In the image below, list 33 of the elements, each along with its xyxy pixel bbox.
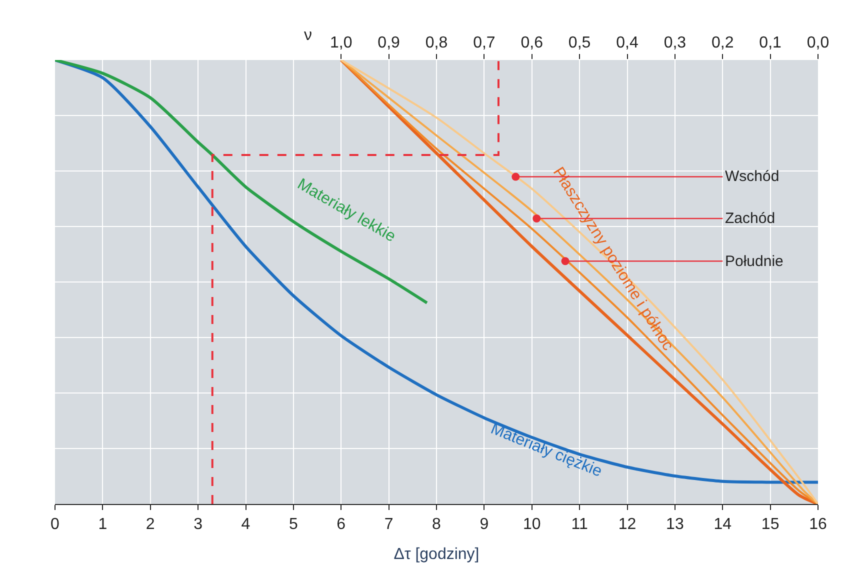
x2-tick-label: 0,6 — [520, 34, 544, 52]
x2-tick-label: 0,9 — [378, 34, 400, 52]
x-axis-title: Δτ [godziny] — [394, 546, 480, 563]
x2-tick-label: 0,7 — [473, 34, 496, 52]
x2-tick-label: 0,2 — [712, 34, 734, 52]
x2-tick-label: 1,0 — [330, 34, 352, 52]
x-tick-label: 16 — [809, 516, 827, 534]
x-tick-label: 6 — [336, 516, 346, 534]
x2-axis-title: ν — [304, 27, 312, 44]
x-tick-label: 10 — [522, 516, 541, 534]
x-tick-label: 4 — [241, 516, 250, 534]
x2-tick-label: 0,1 — [759, 34, 782, 52]
x2-tick-label: 0,4 — [616, 34, 638, 52]
x-tick-label: 14 — [714, 516, 732, 534]
x-tick-label: 11 — [571, 516, 588, 534]
x-tick-label: 15 — [761, 516, 780, 534]
x2-tick-label: 0,3 — [664, 34, 686, 52]
annotation: Wschód — [725, 168, 780, 185]
x-tick-label: 2 — [146, 516, 155, 534]
x-tick-label: 1 — [98, 516, 108, 534]
x-tick-label: 5 — [288, 516, 298, 534]
x-tick-label: 12 — [618, 516, 636, 534]
x-tick-label: 3 — [194, 516, 203, 534]
x-tick-label: 7 — [384, 516, 394, 534]
x-tick-label: 8 — [432, 516, 442, 534]
x2-tick-label: 0,0 — [806, 34, 830, 52]
x-tick-label: 9 — [480, 516, 489, 534]
x-tick-label: 13 — [666, 516, 684, 534]
x2-tick-label: 0,8 — [425, 34, 448, 52]
annotation: Zachód — [725, 210, 776, 227]
x-tick-label: 0 — [50, 516, 60, 534]
x2-tick-label: 0,5 — [568, 34, 591, 52]
annotation: Południe — [725, 253, 784, 270]
